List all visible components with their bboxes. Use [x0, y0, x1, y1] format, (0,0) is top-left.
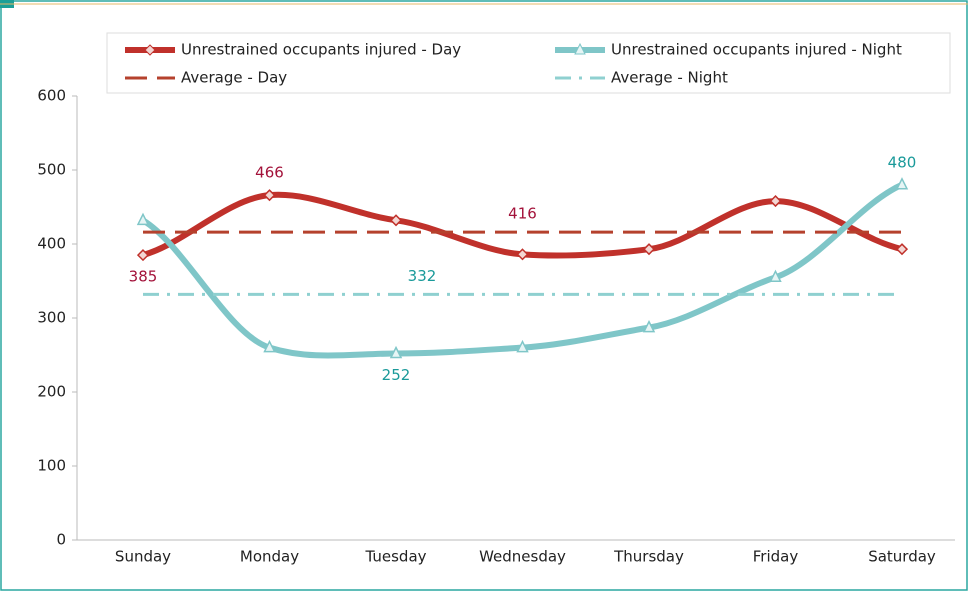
x-tick-label: Saturday [868, 548, 936, 566]
y-tick-label: 300 [37, 309, 66, 327]
data-label: 252 [382, 366, 411, 384]
y-tick-label: 600 [37, 87, 66, 105]
legend-box [106, 32, 951, 94]
point-marker [895, 243, 909, 256]
x-tick-label: Friday [753, 548, 799, 566]
point-marker [389, 214, 403, 227]
data-label: 332 [408, 267, 437, 285]
point-marker [769, 269, 782, 283]
y-tick-label: 100 [37, 457, 66, 475]
legend-label: Average - Day [181, 69, 287, 87]
x-tick-label: Wednesday [479, 548, 566, 566]
point-marker [136, 212, 150, 226]
x-tick-label: Thursday [613, 548, 684, 566]
legend-label: Average - Night [611, 69, 728, 87]
x-tick-label: Monday [240, 548, 299, 566]
point-marker [389, 345, 403, 359]
legend-marker [574, 42, 586, 55]
point-marker [642, 319, 656, 333]
point-marker [263, 339, 276, 353]
legend-label: Unrestrained occupants injured - Night [611, 41, 902, 59]
data-label: 466 [255, 164, 284, 182]
point-marker [516, 248, 529, 261]
point-marker [516, 339, 529, 353]
point-marker [769, 195, 782, 208]
data-label: 480 [888, 153, 917, 171]
y-tick-label: 500 [37, 161, 66, 179]
x-tick-label: Sunday [115, 548, 171, 566]
x-tick-label: Tuesday [364, 548, 426, 566]
y-tick-label: 400 [37, 235, 66, 253]
data-label: 385 [129, 268, 158, 286]
point-marker [136, 249, 150, 262]
legend-marker [144, 44, 156, 56]
point-marker [642, 243, 656, 256]
data-label: 416 [508, 205, 537, 223]
y-tick-label: 200 [37, 383, 66, 401]
legend-label: Unrestrained occupants injured - Day [181, 41, 461, 59]
point-marker [895, 177, 909, 190]
point-marker [263, 189, 276, 202]
y-tick-label: 0 [56, 531, 66, 549]
